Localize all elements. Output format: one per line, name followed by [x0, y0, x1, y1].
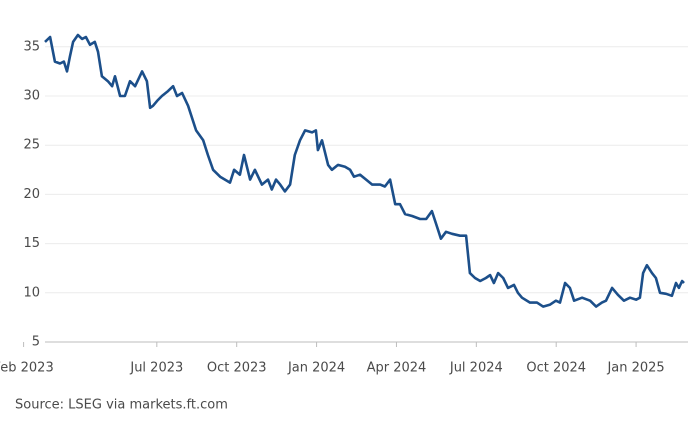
x-tick-label: Jul 2023 [129, 361, 183, 376]
y-tick-label: 5 [32, 335, 40, 350]
x-tick-label: Jul 2024 [449, 361, 503, 376]
y-tick-label: 35 [23, 39, 40, 54]
y-tick-label: 30 [23, 89, 40, 104]
x-tick-label: Jan 2025 [606, 361, 664, 376]
x-tick-label: Apr 2024 [367, 361, 427, 376]
x-tick-label: Feb 2023 [0, 361, 54, 376]
y-tick-label: 15 [23, 236, 40, 251]
source-note: Source: LSEG via markets.ft.com [15, 398, 228, 413]
y-tick-label: 20 [23, 187, 40, 202]
price-line [44, 33, 685, 308]
y-tick-label: 25 [23, 138, 40, 153]
x-tick-label: Oct 2023 [207, 361, 267, 376]
y-tick-label: 10 [23, 285, 40, 300]
x-tick-label: Oct 2024 [526, 361, 586, 376]
x-tick-label: Jan 2024 [287, 361, 345, 376]
